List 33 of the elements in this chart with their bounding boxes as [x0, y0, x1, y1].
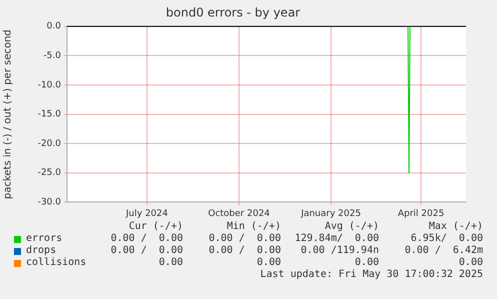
- text: 6.95k/ 0.00: [410, 233, 483, 245]
- x-tick-label: October 2024: [208, 208, 270, 219]
- y-tick-label: -5.0: [43, 51, 62, 62]
- y-tick-label: -15.0: [38, 110, 62, 120]
- text: 0.00 / 0.00: [208, 233, 281, 245]
- text: 129.84m/ 0.00: [294, 233, 379, 245]
- legend-label: errors: [26, 233, 62, 245]
- x-tick-label: January 2025: [300, 208, 361, 219]
- y-tick-label: -10.0: [38, 80, 62, 90]
- text: 0.00: [354, 257, 379, 269]
- x-tick-label: July 2024: [125, 208, 168, 219]
- text: Avg (-/+): [324, 221, 379, 233]
- text: 0.00 / 6.42m: [404, 245, 483, 257]
- y-tick-label: -30.0: [38, 198, 62, 208]
- text: 0.00 / 0.00: [208, 245, 281, 257]
- text: Last update: Fri May 30 17:00:32 2025: [260, 269, 483, 281]
- text: Cur (-/+): [128, 221, 183, 233]
- text: 0.00 /119.94n: [300, 245, 379, 257]
- y-tick-label: -20.0: [38, 138, 62, 149]
- y-tick-label: 0.0: [46, 22, 62, 32]
- x-tick-label: April 2025: [398, 208, 444, 219]
- text: 0.00 / 0.00: [110, 245, 183, 257]
- text: 0.00 / 0.00: [110, 233, 183, 245]
- text: 0.00: [256, 257, 281, 269]
- chart-title: bond0 errors - by year: [166, 5, 300, 20]
- text: Min (-/+): [226, 221, 281, 233]
- legend-label: drops: [26, 245, 56, 257]
- text: 0.00: [158, 257, 183, 269]
- y-axis-title: packets in (-) / out (+) per second: [2, 29, 14, 200]
- legend-label: collisions: [26, 257, 86, 269]
- text: Max (-/+): [428, 221, 483, 233]
- y-tick-label: -25.0: [38, 168, 62, 178]
- text: 0.00: [458, 257, 483, 269]
